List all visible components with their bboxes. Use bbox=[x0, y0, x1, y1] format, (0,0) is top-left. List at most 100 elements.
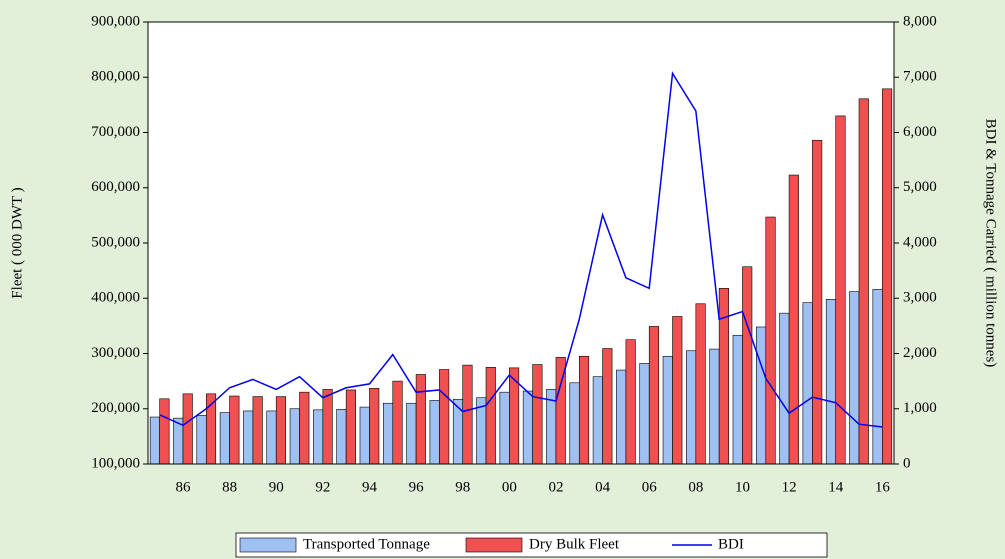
bar bbox=[252, 396, 263, 465]
x-tick-label: 94 bbox=[362, 479, 378, 495]
legend-box bbox=[235, 532, 828, 558]
x-tick-label: 96 bbox=[409, 479, 425, 495]
x-tick-label: 86 bbox=[175, 479, 191, 495]
x-tick-label: 10 bbox=[735, 479, 750, 495]
bar bbox=[732, 334, 743, 465]
bar bbox=[578, 355, 590, 465]
y-tick-label: 400,000 bbox=[91, 290, 140, 306]
bar bbox=[415, 374, 426, 465]
bar bbox=[462, 364, 473, 465]
bar bbox=[858, 98, 869, 465]
bar bbox=[522, 390, 533, 465]
x-tick-label: 02 bbox=[548, 479, 563, 495]
legend-label: BDI bbox=[718, 536, 744, 552]
bar bbox=[429, 400, 440, 465]
bar bbox=[835, 115, 846, 465]
bar bbox=[616, 369, 627, 465]
bar bbox=[322, 389, 333, 465]
x-tick-label: 04 bbox=[595, 479, 611, 495]
bar bbox=[765, 216, 776, 465]
bar bbox=[219, 412, 230, 465]
bar bbox=[299, 391, 310, 465]
y-axis-label: Fleet ( 000 DWT ) bbox=[9, 187, 25, 298]
y2-tick-label: 4,000 bbox=[903, 234, 937, 250]
bar bbox=[369, 388, 380, 465]
bar bbox=[182, 393, 193, 465]
bar bbox=[625, 339, 636, 465]
x-tick-label: 12 bbox=[782, 479, 797, 495]
bar bbox=[872, 289, 883, 465]
bar bbox=[275, 396, 287, 465]
bar bbox=[718, 288, 729, 465]
bar bbox=[439, 369, 450, 465]
bar bbox=[788, 174, 799, 465]
x-tick-label: 92 bbox=[315, 479, 330, 495]
bar bbox=[313, 409, 324, 465]
bar bbox=[686, 350, 697, 465]
plot-frame bbox=[147, 21, 895, 465]
y2-tick-label: 3,000 bbox=[903, 290, 937, 306]
x-tick-label: 06 bbox=[642, 479, 658, 495]
y-tick-label: 700,000 bbox=[91, 124, 140, 140]
bar bbox=[812, 139, 823, 465]
bar bbox=[882, 88, 893, 465]
bar bbox=[229, 395, 240, 465]
x-tick-label: 88 bbox=[222, 479, 237, 495]
legend: Transported Tonnage Dry Bulk Fleet BDI bbox=[235, 532, 828, 558]
bar bbox=[779, 312, 790, 465]
bar bbox=[602, 348, 613, 465]
bar bbox=[742, 266, 753, 465]
legend-swatch bbox=[465, 537, 523, 553]
x-tick-label: 00 bbox=[502, 479, 517, 495]
y-tick-label: 200,000 bbox=[91, 400, 140, 416]
bar bbox=[243, 410, 254, 465]
legend-label: Dry Bulk Fleet bbox=[529, 536, 620, 552]
y2-tick-label: 8,000 bbox=[903, 13, 937, 29]
bar bbox=[345, 389, 356, 465]
x-tick-label: 90 bbox=[269, 479, 284, 495]
bar bbox=[149, 416, 160, 465]
bar bbox=[802, 302, 813, 465]
y-tick-label: 800,000 bbox=[91, 69, 140, 85]
bar bbox=[639, 363, 650, 465]
legend-label: Transported Tonnage bbox=[303, 536, 430, 552]
x-tick-label: 14 bbox=[828, 479, 844, 495]
y2-tick-label: 0 bbox=[903, 455, 911, 471]
bar bbox=[289, 408, 300, 465]
bar bbox=[452, 399, 464, 465]
bar bbox=[392, 380, 403, 465]
y2-tick-label: 7,000 bbox=[903, 69, 937, 85]
y2-tick-label: 1,000 bbox=[903, 400, 937, 416]
legend-swatch bbox=[239, 537, 297, 553]
x-tick-label: 16 bbox=[875, 479, 891, 495]
y2-axis-label: BDI & Tonnage Carried ( million tonnes) bbox=[983, 119, 999, 368]
bar bbox=[709, 348, 720, 465]
y-tick-label: 500,000 bbox=[91, 234, 140, 250]
bar bbox=[532, 364, 543, 465]
bar bbox=[569, 382, 580, 465]
bar bbox=[359, 406, 370, 465]
y-tick-label: 300,000 bbox=[91, 345, 140, 361]
y-tick-label: 600,000 bbox=[91, 179, 140, 195]
bar bbox=[485, 367, 496, 465]
bar bbox=[336, 409, 347, 465]
x-tick-label: 08 bbox=[688, 479, 703, 495]
bar bbox=[159, 398, 170, 465]
bar bbox=[695, 303, 706, 465]
x-tick-label: 98 bbox=[455, 479, 470, 495]
bar bbox=[196, 415, 207, 465]
bar bbox=[406, 402, 417, 465]
bar bbox=[592, 376, 603, 465]
bar bbox=[755, 326, 767, 465]
bar bbox=[672, 316, 683, 465]
bar bbox=[825, 299, 837, 465]
bar bbox=[849, 291, 860, 465]
y-tick-label: 100,000 bbox=[91, 455, 140, 471]
bar bbox=[662, 355, 673, 465]
bar bbox=[648, 326, 660, 465]
bar bbox=[382, 402, 394, 465]
y2-tick-label: 2,000 bbox=[903, 345, 937, 361]
y2-tick-label: 6,000 bbox=[903, 124, 937, 140]
y-tick-label: 900,000 bbox=[91, 13, 140, 29]
